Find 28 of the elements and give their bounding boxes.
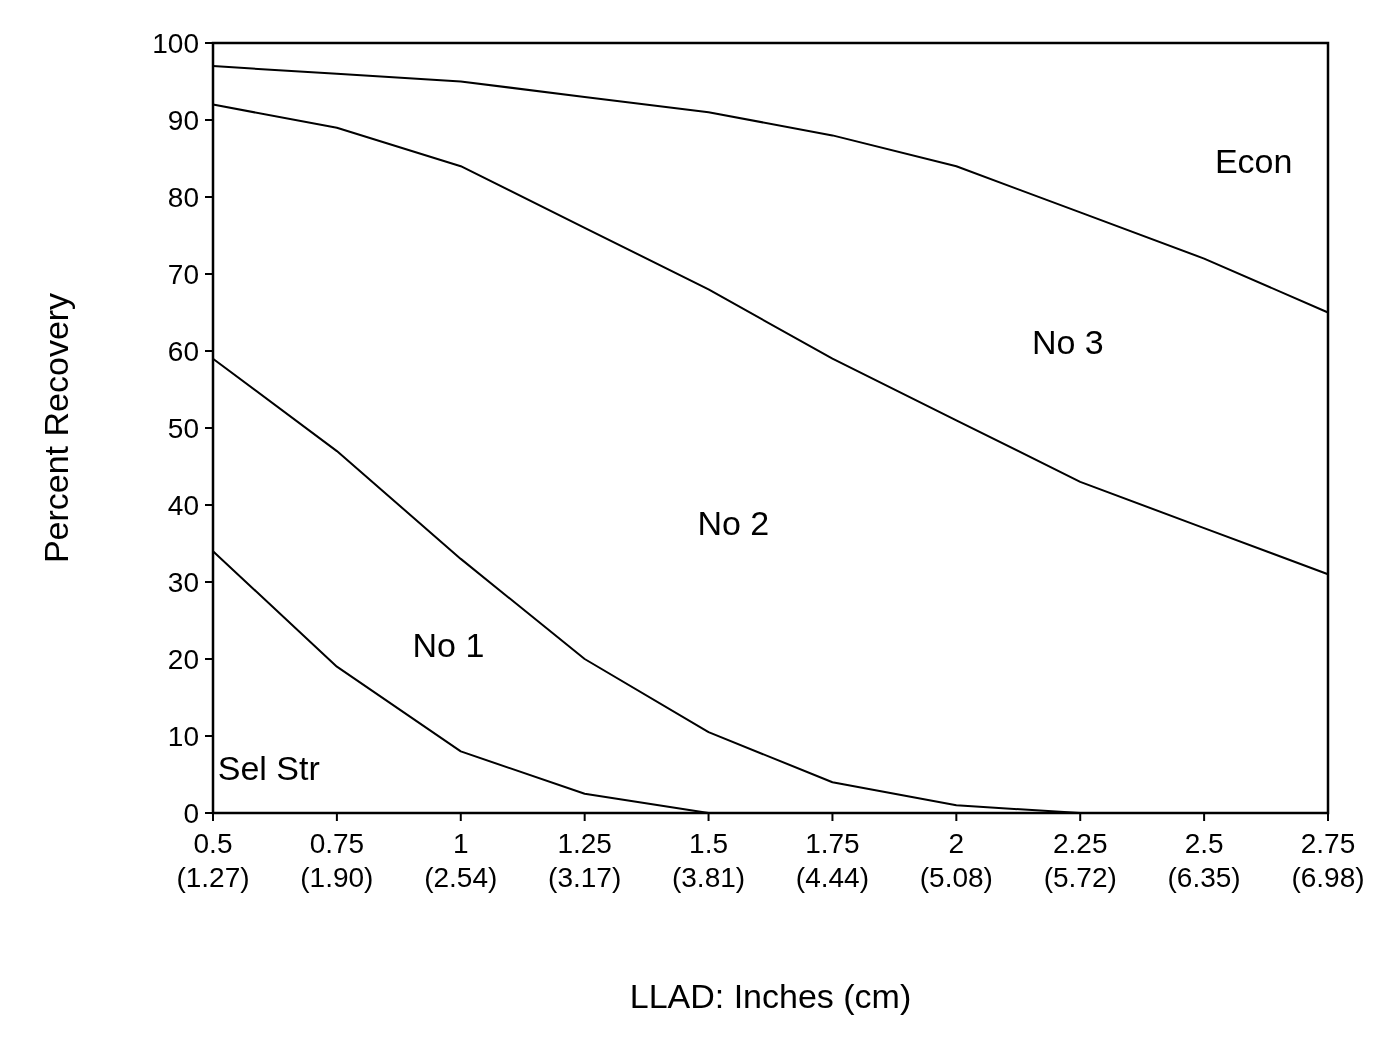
y-tick-label: 20	[167, 643, 199, 675]
x-tick-label: 2 (5.08)	[919, 828, 993, 893]
y-tick-label: 0	[183, 797, 199, 829]
x-tick-label: 0.75 (1.90)	[300, 828, 374, 893]
y-tick-label: 70	[167, 258, 199, 290]
y-tick-label: 60	[167, 335, 199, 367]
annotation: No 3	[1031, 322, 1104, 361]
y-tick-label: 10	[167, 720, 199, 752]
annotation: No 1	[412, 626, 485, 665]
annotation: Econ	[1214, 142, 1293, 181]
x-tick-label: 2.25 (5.72)	[1043, 828, 1117, 893]
y-tick-label: 100	[152, 27, 199, 59]
annotation: No 2	[697, 503, 770, 542]
x-tick-label: 2.5 (6.35)	[1167, 828, 1241, 893]
y-tick-label: 80	[167, 181, 199, 213]
y-tick-label: 40	[167, 489, 199, 521]
x-tick-label: 2.75 (6.98)	[1291, 828, 1365, 893]
y-tick-label: 90	[167, 104, 199, 136]
x-tick-label: 1.75 (4.44)	[795, 828, 870, 893]
x-tick-label: 1.5 (3.81)	[671, 828, 746, 893]
y-tick-label: 50	[167, 412, 199, 444]
x-axis-title: LLAD: Inches (cm)	[629, 977, 912, 1015]
x-tick-label: 0.5 (1.27)	[176, 828, 250, 893]
x-tick-label: 1 (2.54)	[424, 828, 498, 893]
x-tick-label: 1.25 (3.17)	[548, 828, 622, 893]
y-tick-label: 30	[167, 566, 199, 598]
annotation: Sel Str	[217, 748, 320, 787]
y-axis-title: Percent Recovery	[37, 292, 75, 564]
